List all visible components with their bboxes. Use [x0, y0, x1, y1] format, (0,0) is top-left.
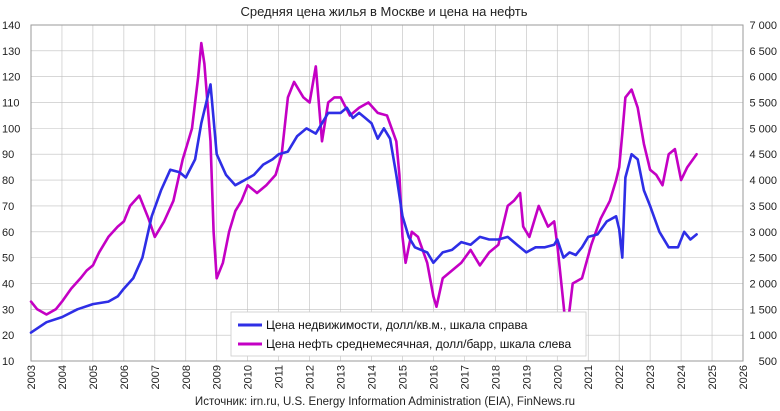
x-tick-label: 2026 [738, 365, 750, 389]
right-tick-label: 4 000 [749, 175, 777, 187]
left-tick-label: 40 [2, 278, 14, 290]
series-line-realty [29, 83, 698, 334]
right-tick-label: 1 000 [749, 330, 777, 342]
right-tick-label: 4 500 [749, 149, 777, 161]
series-line-oil [29, 41, 698, 337]
source-note: Источник: irn.ru, U.S. Energy Informatio… [195, 396, 575, 408]
left-tick-label: 130 [2, 46, 20, 58]
left-tick-label: 100 [2, 123, 20, 135]
x-tick-label: 2019 [521, 365, 533, 389]
left-tick-label: 50 [2, 253, 14, 265]
left-tick-label: 20 [2, 330, 14, 342]
plot-frame [30, 24, 744, 362]
x-tick-label: 2011 [274, 365, 286, 389]
x-tick-label: 2014 [367, 365, 379, 389]
x-tick-label: 2012 [305, 365, 317, 389]
right-tick-label: 500 [759, 356, 777, 368]
x-tick-label: 2017 [459, 365, 471, 389]
right-tick-label: 2 500 [749, 253, 777, 265]
left-tick-label: 70 [2, 201, 14, 213]
x-tick-label: 2004 [57, 365, 69, 389]
series-layer [29, 41, 698, 337]
x-tick-label: 2013 [336, 365, 348, 389]
x-tick-label: 2022 [614, 365, 626, 389]
x-tick-label: 2009 [212, 365, 224, 389]
left-tick-label: 140 [2, 20, 20, 32]
x-axis: 2003 2004 2005 2006 2007 2008 2009 2010 2011 2012… [26, 365, 750, 389]
x-tick-label: 2015 [397, 365, 409, 389]
right-tick-label: 3 000 [749, 227, 777, 239]
left-tick-label: 90 [2, 149, 14, 161]
right-tick-label: 5 000 [749, 123, 777, 135]
right-tick-label: 1 500 [749, 304, 777, 316]
right-axis: 500 1 000 1 500 2 000 2 500 3 000 3 500 4 000 4 … [749, 20, 777, 368]
x-tick-label: 2007 [150, 365, 162, 389]
left-tick-label: 120 [2, 72, 20, 84]
legend: Цена недвижимости, долл/кв.м., шкала спр… [230, 311, 587, 357]
right-tick-label: 6 500 [749, 46, 777, 58]
x-tick-label: 2006 [119, 365, 131, 389]
x-tick-label: 2021 [583, 365, 595, 389]
x-tick-label: 2003 [26, 365, 38, 389]
x-tick-label: 2023 [645, 365, 657, 389]
left-tick-label: 110 [2, 98, 20, 110]
right-tick-label: 7 000 [749, 20, 777, 32]
x-tick-label: 2025 [707, 365, 719, 389]
left-tick-label: 80 [2, 175, 14, 187]
chart-title: Средняя цена жилья в Москве и цена на не… [240, 4, 527, 19]
left-tick-label: 30 [2, 304, 14, 316]
x-tick-label: 2005 [88, 365, 100, 389]
legend-label-oil: Цена нефть среднемесячная, долл/барр, шк… [266, 337, 571, 351]
right-tick-label: 2 000 [749, 278, 777, 290]
x-tick-label: 2020 [552, 365, 564, 389]
right-tick-label: 6 000 [749, 72, 777, 84]
right-tick-label: 5 500 [749, 98, 777, 110]
right-tick-label: 3 500 [749, 201, 777, 213]
left-tick-label: 10 [2, 356, 14, 368]
x-tick-label: 2024 [676, 365, 688, 389]
x-tick-label: 2016 [428, 365, 440, 389]
left-tick-label: 60 [2, 227, 14, 239]
x-tick-label: 2008 [181, 365, 193, 389]
legend-label-realty: Цена недвижимости, долл/кв.м., шкала спр… [266, 318, 528, 332]
x-tick-label: 2010 [243, 365, 255, 389]
x-tick-label: 2018 [490, 365, 502, 389]
legend-box [230, 311, 587, 357]
left-axis: 10 20 30 40 50 60 70 80 90 100 110 120 130 140 [2, 20, 20, 368]
